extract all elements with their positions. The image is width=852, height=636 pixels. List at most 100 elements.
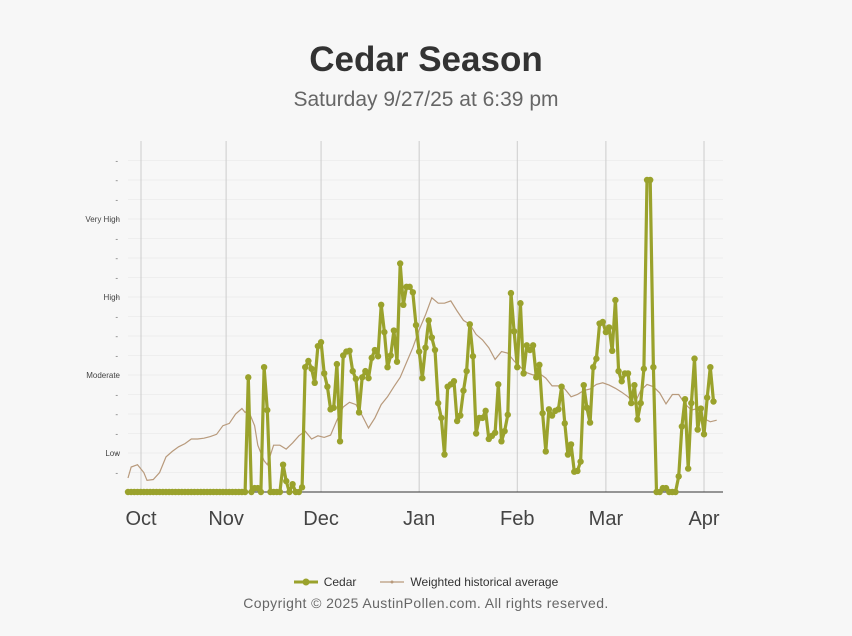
data-point-cedar (609, 347, 616, 355)
data-point-cedar (457, 412, 464, 419)
data-point-cedar (286, 488, 293, 496)
data-point-cedar (295, 488, 303, 496)
data-point-cedar (333, 360, 341, 368)
data-point-cedar (321, 370, 328, 377)
minor-tick-mark: - (115, 157, 118, 166)
data-point-cedar (472, 430, 480, 437)
data-point-cedar (681, 395, 689, 403)
legend-label-average: Weighted historical average (410, 575, 559, 589)
data-point-cedar (545, 406, 553, 413)
minor-tick-mark: - (115, 176, 118, 185)
data-point-cedar (425, 317, 432, 324)
data-point-cedar (289, 481, 296, 488)
data-point-cedar (520, 370, 527, 377)
legend-label-cedar: Cedar (323, 575, 357, 589)
data-point-cedar (276, 488, 284, 496)
minor-tick-mark: - (115, 215, 118, 224)
data-point-cedar (710, 398, 717, 405)
data-point-cedar (647, 176, 654, 184)
data-point-cedar (707, 364, 714, 371)
data-point-cedar (387, 352, 394, 359)
data-point-cedar (374, 353, 382, 360)
minor-tick-mark: - (115, 293, 118, 302)
legend-item-cedar[interactable]: Cedar (293, 575, 357, 589)
x-tick-label: Apr (688, 508, 719, 530)
data-point-cedar (495, 381, 502, 388)
data-point-cedar (438, 414, 445, 422)
average-line-swatch-icon (380, 580, 405, 584)
x-tick-label: Oct (125, 508, 157, 530)
data-point-cedar (336, 438, 344, 445)
data-point-cedar (548, 412, 556, 419)
y-tick-label: High (104, 293, 120, 302)
data-point-cedar (308, 365, 315, 372)
data-point-cedar (460, 387, 467, 394)
data-point-cedar (640, 365, 648, 372)
minor-tick-mark: - (115, 352, 118, 361)
data-point-cedar (583, 404, 591, 411)
data-point-cedar (384, 364, 391, 371)
data-point-cedar (241, 488, 249, 496)
copyright-notice: Copyright © 2025 AustinPollen.com. All r… (243, 595, 609, 611)
data-point-cedar (491, 429, 499, 436)
y-tick-label: Low (105, 449, 120, 458)
legend-item-average[interactable]: Weighted historical average (380, 575, 558, 589)
minor-tick-mark: - (115, 235, 118, 244)
cedar-line-swatch-icon (293, 578, 318, 586)
chart-legend: Cedar Weighted historical average (0, 575, 852, 589)
data-point-cedar (637, 399, 644, 407)
minor-tick-mark: - (115, 196, 118, 205)
data-point-cedar (377, 301, 385, 308)
data-point-cedar (605, 324, 613, 331)
data-point-cedar (602, 328, 610, 336)
data-point-cedar (650, 364, 657, 371)
data-point-cedar (593, 355, 600, 362)
minor-tick-mark: - (115, 274, 118, 283)
data-point-cedar (406, 283, 413, 291)
y-tick-label: Moderate (86, 371, 120, 380)
data-point-cedar (305, 357, 312, 365)
data-point-cedar (352, 375, 360, 383)
data-point-cedar (615, 367, 622, 375)
data-point-cedar (466, 321, 474, 328)
data-point-cedar (260, 364, 268, 371)
data-point-cedar (517, 300, 524, 307)
pollen-chart: - - - - - - - - - - - - - - - - - Oct Nov Dec Jan Feb Mar Apr Lo… (85, 141, 723, 530)
data-point-cedar (381, 328, 388, 336)
data-point-cedar (567, 441, 575, 448)
data-point-cedar (400, 301, 407, 308)
data-point-cedar (317, 339, 325, 346)
minor-tick-mark: - (115, 313, 118, 322)
data-point-cedar (355, 409, 363, 416)
data-point-cedar (577, 458, 584, 465)
data-point-cedar (365, 374, 372, 382)
data-point-cedar (441, 451, 448, 458)
data-point-cedar (574, 467, 581, 475)
data-point-cedar (298, 484, 306, 491)
data-point-cedar (536, 361, 543, 369)
minor-tick-mark: - (115, 430, 118, 439)
data-point-cedar (434, 399, 442, 407)
minor-tick-mark: - (115, 391, 118, 400)
data-point-cedar (346, 347, 353, 355)
data-point-cedar (396, 260, 404, 267)
minor-tick-mark: - (115, 449, 118, 458)
data-point-cedar (675, 473, 682, 480)
data-point-cedar (479, 414, 486, 422)
data-point-cedar (529, 342, 537, 349)
data-point-cedar (691, 355, 698, 362)
data-point-cedar (523, 342, 530, 349)
data-point-cedar (264, 406, 271, 414)
data-point-cedar (368, 354, 375, 362)
data-point-cedar (390, 327, 398, 334)
data-point-cedar (533, 374, 540, 381)
data-point-cedar (453, 417, 461, 425)
data-point-cedar (431, 346, 439, 354)
data-point-cedar (501, 427, 508, 435)
data-point-cedar (330, 404, 337, 411)
data-point-cedar (561, 420, 568, 427)
data-point-cedar (618, 378, 625, 385)
data-point-cedar (555, 406, 562, 413)
data-point-cedar (612, 296, 619, 304)
minor-tick-mark: - (115, 410, 118, 419)
